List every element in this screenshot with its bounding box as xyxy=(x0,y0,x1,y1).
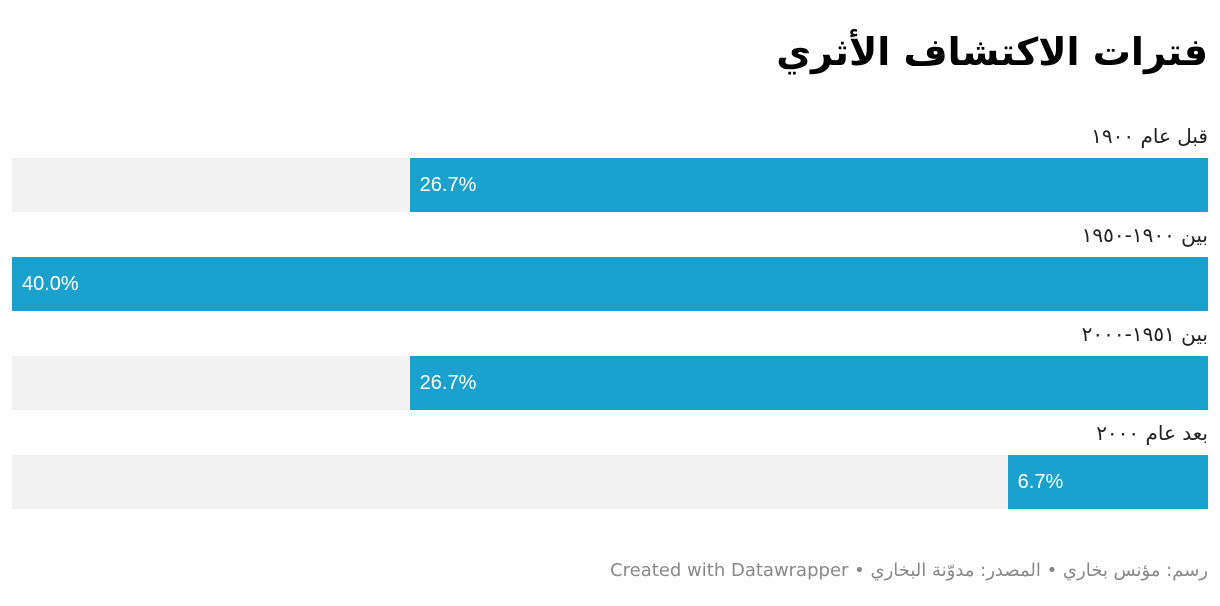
bar xyxy=(409,356,1208,410)
value-label: 6.7% xyxy=(1017,471,1064,493)
bar xyxy=(12,257,1208,311)
bar xyxy=(409,158,1208,212)
category-label: قبل عام ١٩٠٠ xyxy=(1091,124,1208,148)
chart-title: فترات الاكتشاف الأثري xyxy=(776,30,1208,74)
value-label: 40.0% xyxy=(22,273,79,295)
category-label: بين ١٩٠٠-١٩٥٠ xyxy=(1081,223,1208,247)
value-label: 26.7% xyxy=(419,372,477,394)
value-label: 26.7% xyxy=(419,174,477,196)
category-label: بين ١٩٥١-٢٠٠٠ xyxy=(1081,322,1208,346)
footer: رسم: مؤنس بخاري • المصدر: مدوّنة البخاري… xyxy=(610,560,1208,581)
category-label: بعد عام ٢٠٠٠ xyxy=(1096,421,1208,445)
bar xyxy=(1007,455,1208,509)
